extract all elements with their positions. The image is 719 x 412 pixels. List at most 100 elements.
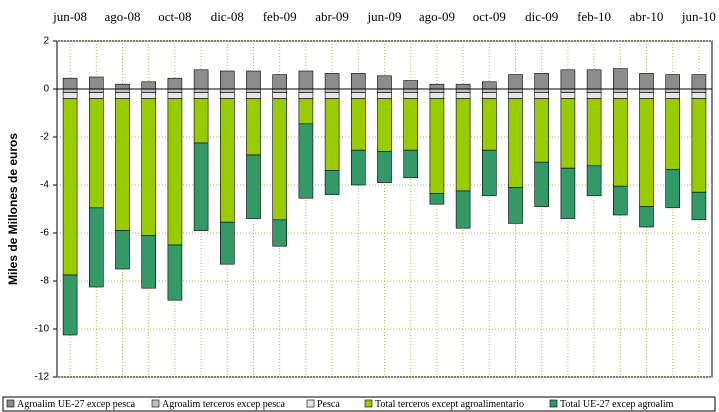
x-tick-label: jun-09: [367, 9, 402, 24]
bar-segment: [377, 92, 392, 99]
y-tick-label: -12: [35, 372, 50, 383]
bar-segment: [639, 206, 654, 228]
bar-segment: [246, 92, 261, 99]
bar-segment: [612, 68, 628, 90]
bar-segment: [167, 92, 183, 99]
bar-segment: [350, 88, 366, 93]
bar-segment: [298, 92, 314, 99]
x-tick-label: dic-09: [525, 9, 558, 24]
bar-segment: [508, 88, 523, 93]
bar-segment: [612, 185, 628, 216]
bar-segment: [272, 98, 288, 221]
bar-segment: [508, 187, 523, 224]
bar-segment: [586, 98, 602, 167]
x-tick-label: oct-08: [158, 9, 191, 24]
bar-segment: [62, 98, 78, 276]
bar-segment: [62, 92, 78, 99]
bar-segment: [220, 98, 235, 223]
bar-segment: [691, 191, 707, 221]
bar-segment: [324, 88, 340, 93]
bar-segment: [429, 88, 445, 93]
y-tick-label: -4: [40, 180, 49, 191]
legend-label: Agroalim UE-27 excep pesca: [17, 399, 136, 410]
bar-segment: [298, 123, 314, 199]
bar-segment: [324, 73, 340, 90]
bar-segment: [193, 88, 209, 93]
bar-segment: [141, 88, 156, 93]
y-tick-label: -10: [35, 324, 50, 335]
bar-segment: [246, 154, 261, 219]
bar-segment: [665, 92, 681, 99]
bar-segment: [298, 88, 314, 93]
bar-segment: [272, 74, 288, 90]
bar-segment: [62, 77, 78, 90]
bar-segment: [298, 70, 314, 90]
bar-segment: [560, 69, 576, 90]
bar-segment: [639, 98, 654, 207]
bar-segment: [665, 74, 681, 90]
bar-segment: [639, 92, 654, 99]
bar-segment: [272, 92, 288, 99]
bar-segment: [246, 88, 261, 93]
bar-segment: [193, 98, 209, 144]
y-tick-label: 2: [43, 36, 49, 47]
bar-segment: [586, 92, 602, 99]
bar-segment: [586, 165, 602, 197]
bar-segment: [612, 88, 628, 93]
bar-segment: [298, 98, 314, 125]
bar-segment: [455, 190, 471, 229]
legend-box: [2, 396, 716, 412]
bar-segment: [691, 74, 707, 90]
bar-segment: [429, 92, 445, 99]
bar-segment: [534, 92, 550, 99]
bar-segment: [167, 244, 183, 301]
bar-segment: [534, 73, 550, 90]
bar-segment: [377, 151, 392, 183]
bar-segment: [350, 98, 366, 151]
bar-segment: [350, 73, 366, 90]
bar-segment: [586, 69, 602, 90]
bar-segment: [89, 98, 104, 209]
bar-segment: [115, 230, 130, 270]
bar-segment: [115, 92, 130, 99]
legend-swatch: [306, 399, 315, 408]
bar-segment: [193, 92, 209, 99]
bar-segment: [560, 88, 576, 93]
bar-segment: [377, 88, 392, 93]
bar-segment: [62, 88, 78, 93]
x-tick-label: abr-10: [630, 9, 664, 24]
bar-segment: [220, 92, 235, 99]
bar-segment: [612, 98, 628, 187]
bar-segment: [481, 98, 497, 151]
bar-segment: [481, 88, 497, 93]
bar-segment: [167, 88, 183, 93]
bar-segment: [455, 83, 471, 90]
legend-swatch: [549, 399, 558, 408]
legend-label: Pesca: [317, 399, 340, 410]
y-tick-label: -8: [40, 276, 49, 287]
bar-segment: [691, 92, 707, 99]
legend-label: Total UE-27 excep agroalim: [560, 399, 674, 410]
bar-segment: [377, 75, 392, 90]
bar-segment: [481, 81, 497, 90]
bar-segment: [89, 207, 104, 288]
bar-segment: [324, 92, 340, 99]
bar-segment: [481, 149, 497, 197]
bar-segment: [481, 92, 497, 99]
x-tick-label: jun-10: [681, 9, 716, 24]
y-tick-label: -6: [40, 228, 49, 239]
x-tick-label: feb-09: [263, 9, 297, 24]
y-tick-label: -2: [40, 132, 49, 143]
bar-segment: [429, 193, 445, 205]
bar-segment: [403, 98, 419, 151]
bar-segment: [403, 149, 419, 179]
bar-segment: [141, 92, 156, 99]
x-tick-label: jun-08: [52, 9, 87, 24]
bar-segment: [508, 98, 523, 188]
bar-segment: [141, 235, 156, 289]
bar-segment: [560, 167, 576, 219]
bar-segment: [665, 169, 681, 209]
bar-segment: [141, 98, 156, 236]
bar-segment: [455, 88, 471, 93]
bar-segment: [167, 77, 183, 90]
